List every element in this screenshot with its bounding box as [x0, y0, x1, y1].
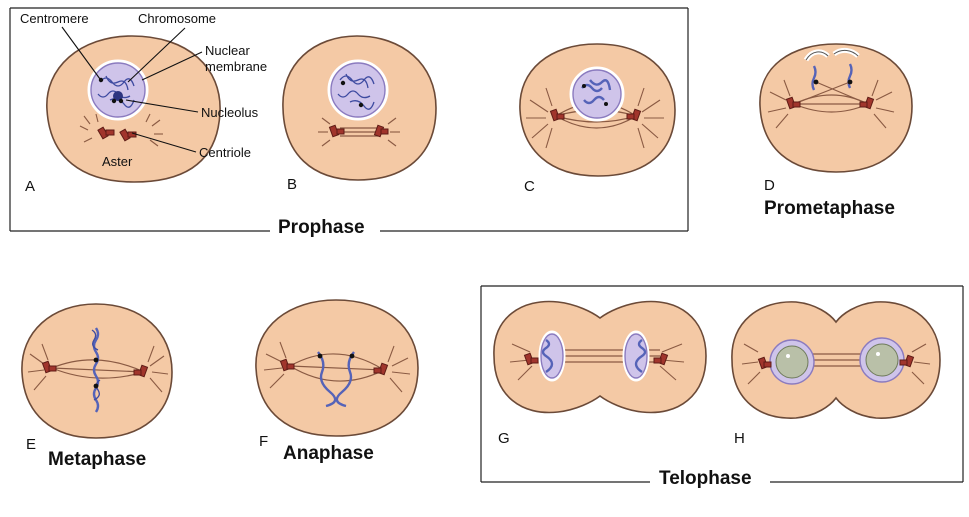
- nucleolus-label: Nucleolus: [201, 105, 259, 120]
- cell-d: [759, 43, 913, 173]
- nuclear-membrane-label-line1: Nuclear: [205, 43, 250, 58]
- aster-rays-a: [79, 113, 163, 147]
- metaphase-title: Metaphase: [48, 449, 146, 470]
- letter-h: H: [734, 430, 745, 447]
- cell-g: [493, 300, 707, 414]
- prometaphase-title: Prometaphase: [764, 198, 895, 219]
- centromere-label: Centromere: [20, 11, 89, 26]
- letter-f: F: [259, 433, 268, 450]
- letter-b: B: [287, 176, 297, 193]
- cell-b: [282, 35, 437, 181]
- letter-d: D: [764, 177, 775, 194]
- spindle-f: [289, 353, 385, 382]
- cell-h: [731, 301, 941, 419]
- prophase-frame: [9, 7, 689, 232]
- cell-f: [255, 299, 419, 437]
- centriole-label: Centriole: [199, 145, 251, 160]
- prophase-title: Prophase: [278, 217, 365, 238]
- leader-lines: [61, 26, 203, 153]
- cell-c: [519, 43, 676, 177]
- telophase-frame: [480, 285, 964, 483]
- nuclear-membrane-label-line2: membrane: [205, 59, 267, 74]
- telophase-title: Telophase: [659, 468, 752, 489]
- cell-a: [46, 35, 221, 183]
- letter-e: E: [26, 436, 36, 453]
- chromosome-label: Chromosome: [138, 11, 216, 26]
- letter-c: C: [524, 178, 535, 195]
- aster-label: Aster: [102, 154, 133, 169]
- letter-g: G: [498, 430, 510, 447]
- letter-a: A: [25, 178, 35, 195]
- cell-e: [21, 303, 173, 439]
- anaphase-title: Anaphase: [283, 443, 374, 464]
